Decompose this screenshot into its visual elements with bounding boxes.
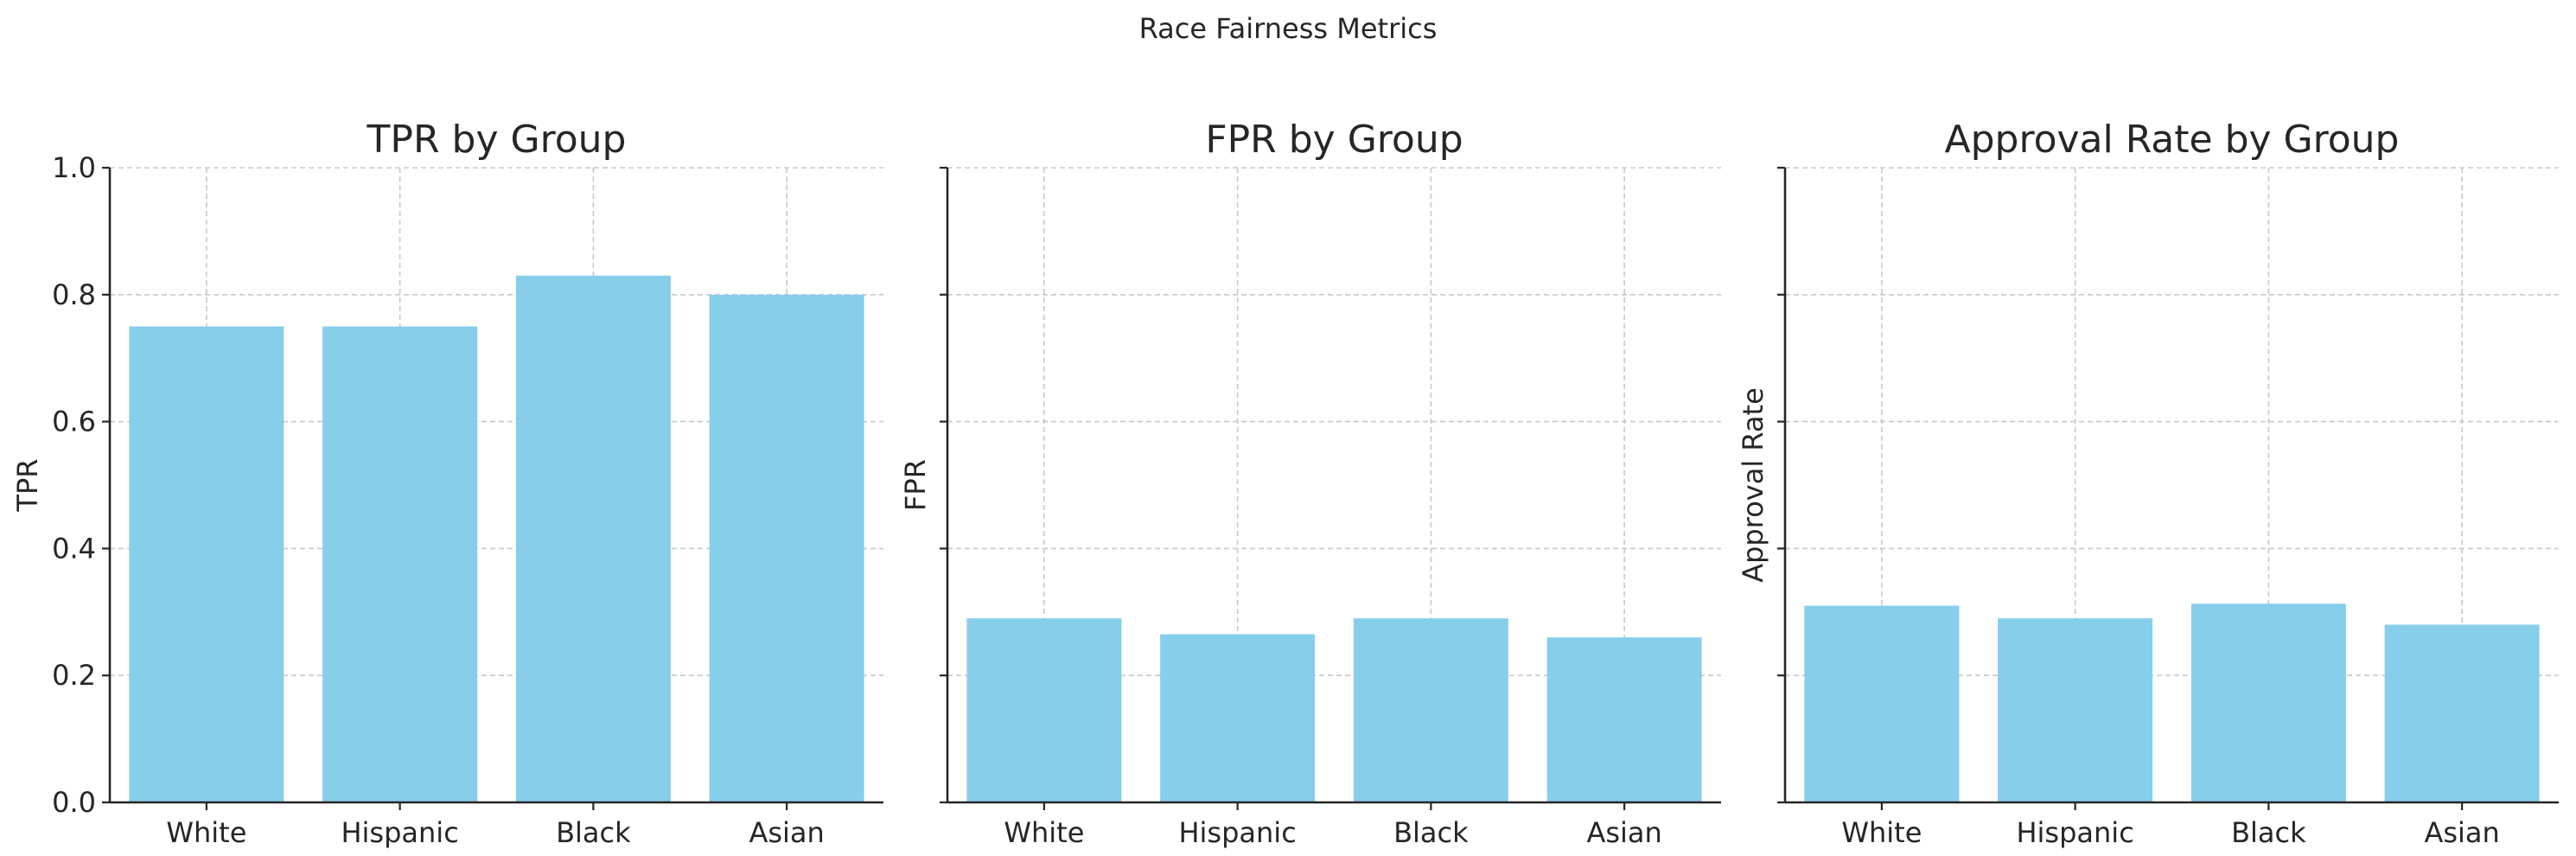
bar-hispanic bbox=[322, 326, 478, 802]
x-tick-label: Asian bbox=[2424, 816, 2499, 849]
bar-hispanic bbox=[1160, 634, 1316, 802]
panel-title: TPR by Group bbox=[367, 118, 627, 162]
bar-asian bbox=[1546, 637, 1702, 802]
x-tick-label: Hispanic bbox=[1178, 816, 1296, 849]
bar-white bbox=[1804, 605, 1960, 802]
chart-panel-2: White Hispanic Black Asian FPR by Group FPR bbox=[899, 118, 1721, 849]
x-tick-label: Hispanic bbox=[341, 816, 458, 849]
y-axis-label: FPR bbox=[899, 459, 932, 511]
y-tick-label: 0.0 bbox=[52, 786, 96, 819]
x-tick-label: Black bbox=[2231, 816, 2306, 849]
x-tick-label: White bbox=[1004, 816, 1084, 849]
y-tick-label: 0.8 bbox=[52, 278, 96, 311]
y-axis-label: TPR bbox=[11, 458, 44, 512]
x-tick-label: Asian bbox=[1586, 816, 1661, 849]
x-tick-label: Hispanic bbox=[2016, 816, 2133, 849]
chart-panel-3: White Hispanic Black Asian Approval Rate by … bbox=[1737, 118, 2559, 849]
y-axis-label: Approval Rate bbox=[1737, 387, 1769, 583]
chart-panels: 0.0 0.2 0.4 0.6 0.8 1.0 White Hispanic Black Asia… bbox=[11, 118, 2559, 849]
bar-black bbox=[1353, 618, 1508, 802]
x-tick-label: White bbox=[166, 816, 246, 849]
bar-white bbox=[129, 326, 284, 802]
bar-black bbox=[515, 275, 671, 802]
x-tick-label: Black bbox=[1393, 816, 1469, 849]
chart-panel-1: 0.0 0.2 0.4 0.6 0.8 1.0 White Hispanic Black Asia… bbox=[11, 118, 883, 849]
y-tick-label: 0.6 bbox=[52, 406, 96, 438]
figure-title: Race Fairness Metrics bbox=[1139, 12, 1438, 45]
y-tick-label: 0.4 bbox=[52, 532, 96, 565]
panel-title: Approval Rate by Group bbox=[1944, 118, 2399, 162]
x-tick-label: Black bbox=[556, 816, 631, 849]
y-tick-label: 0.2 bbox=[52, 659, 96, 692]
x-tick-label: White bbox=[1841, 816, 1922, 849]
x-tick-label: Asian bbox=[749, 816, 824, 849]
bar-hispanic bbox=[1998, 618, 2153, 802]
y-tick-label: 1.0 bbox=[52, 151, 96, 184]
bar-asian bbox=[2384, 624, 2540, 802]
bar-white bbox=[966, 618, 1122, 802]
bar-asian bbox=[709, 294, 864, 802]
bar-black bbox=[2190, 604, 2346, 802]
panel-title: FPR by Group bbox=[1205, 118, 1463, 162]
